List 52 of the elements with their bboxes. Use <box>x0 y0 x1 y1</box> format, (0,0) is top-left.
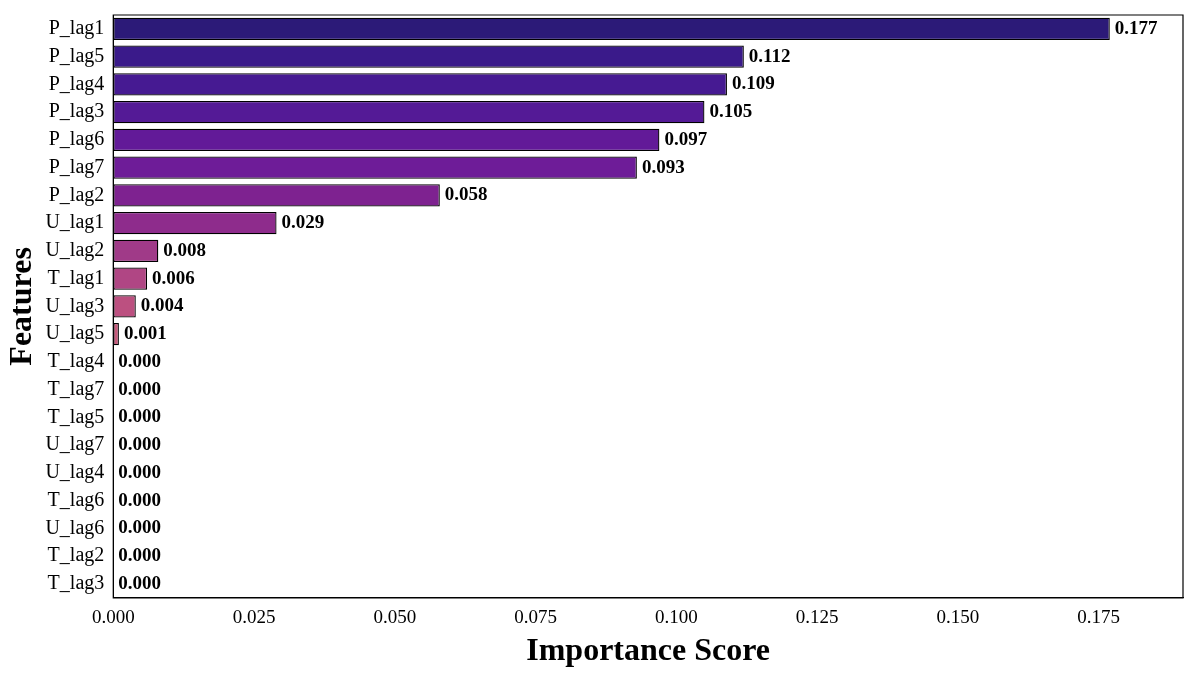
y-tick-label: T_lag1 <box>47 265 105 289</box>
data-label: 0.008 <box>163 238 207 260</box>
data-label: 0.000 <box>118 377 162 399</box>
data-label: 0.000 <box>118 433 162 455</box>
y-tick-label: P_lag4 <box>48 71 105 95</box>
x-tick-label: 0.050 <box>373 606 417 628</box>
data-label: 0.006 <box>152 266 195 288</box>
x-tick-label: 0.125 <box>795 606 839 628</box>
data-label: 0.093 <box>641 155 685 177</box>
y-tick-label: P_lag7 <box>48 154 105 178</box>
y-tick-label: P_lag6 <box>48 127 105 151</box>
y-tick-label: P_lag1 <box>48 16 105 40</box>
y-tick-label: P_lag2 <box>48 182 105 206</box>
y-tick-label: U_lag5 <box>45 321 105 345</box>
data-label: 0.029 <box>281 211 325 233</box>
data-label: 0.058 <box>444 183 488 205</box>
data-label: 0.000 <box>118 516 162 538</box>
y-tick-label: T_lag5 <box>47 404 105 428</box>
data-label: 0.112 <box>748 44 791 66</box>
x-tick-label: 0.100 <box>654 606 698 628</box>
data-label: 0.000 <box>118 349 162 371</box>
data-label: 0.000 <box>118 571 162 593</box>
x-axis-title: Importance Score <box>526 631 771 668</box>
data-label: 0.004 <box>140 294 185 316</box>
x-tick-label: 0.175 <box>1077 606 1120 628</box>
y-tick-label: U_lag2 <box>45 238 105 262</box>
data-label: 0.105 <box>709 100 753 122</box>
data-label: 0.000 <box>118 460 162 482</box>
data-label: 0.097 <box>664 127 708 149</box>
y-tick-label: P_lag3 <box>48 99 105 123</box>
y-tick-label: P_lag5 <box>48 43 105 67</box>
x-tick-label: 0.000 <box>91 606 135 628</box>
y-tick-label: T_lag3 <box>47 571 105 595</box>
y-tick-label: U_lag4 <box>45 460 105 484</box>
y-tick-label: U_lag1 <box>45 210 105 234</box>
data-label: 0.000 <box>118 488 162 510</box>
y-tick-label: T_lag7 <box>47 376 105 400</box>
y-axis-title: Features <box>2 247 39 366</box>
data-label: 0.177 <box>1114 16 1159 38</box>
y-tick-label: T_lag6 <box>47 487 105 511</box>
x-tick-label: 0.025 <box>232 606 276 628</box>
data-label: 0.109 <box>731 72 775 94</box>
x-tick-label: 0.150 <box>936 606 980 628</box>
data-label: 0.001 <box>123 322 167 344</box>
x-tick-label: 0.075 <box>514 606 557 628</box>
y-tick-label: U_lag3 <box>45 293 105 317</box>
y-tick-label: T_lag2 <box>47 543 105 567</box>
y-tick-label: U_lag6 <box>45 515 105 539</box>
data-label: 0.000 <box>118 405 162 427</box>
y-tick-label: T_lag4 <box>47 349 105 373</box>
data-label: 0.000 <box>118 544 162 566</box>
y-tick-label: U_lag7 <box>45 432 105 456</box>
